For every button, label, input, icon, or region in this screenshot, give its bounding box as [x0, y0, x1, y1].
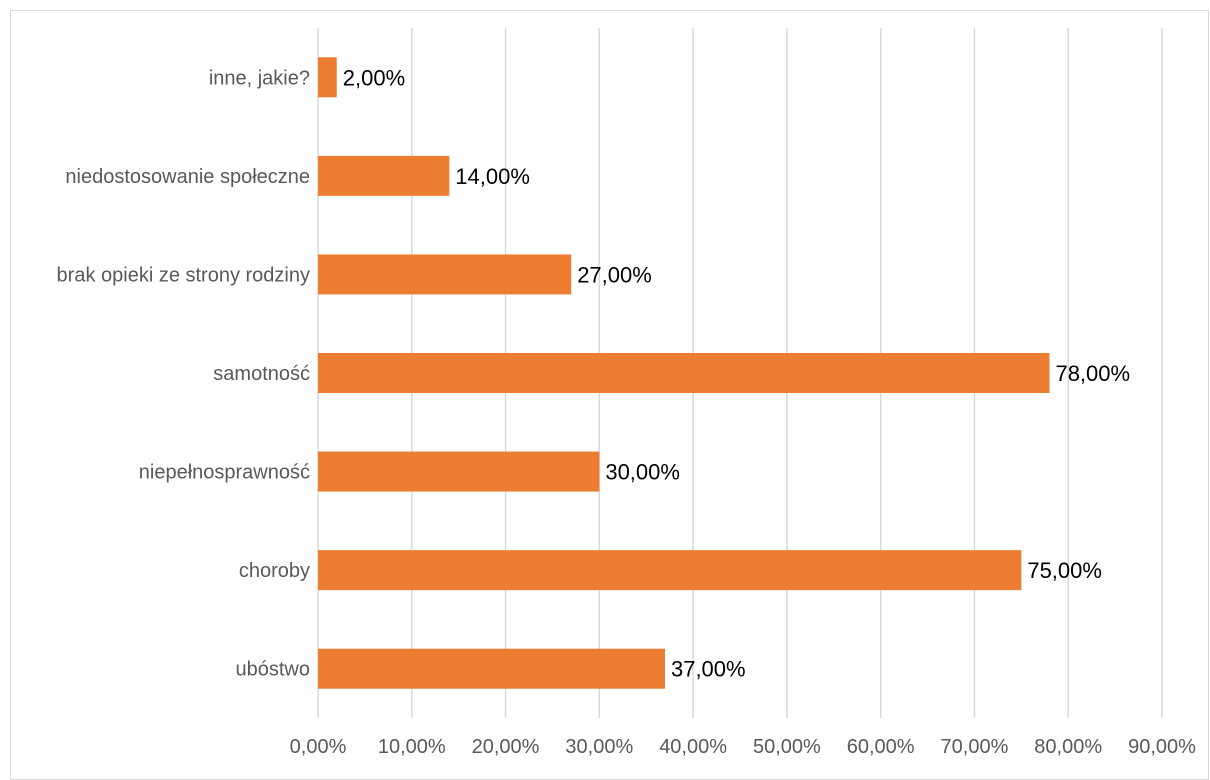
x-tick-labels: 0,00% 10,00% 20,00% 30,00% 40,00% 50,00% 60,00… [290, 736, 1196, 758]
category-label: inne, jakie? [209, 67, 310, 89]
data-label: 30,00% [605, 460, 680, 485]
gridlines [317, 28, 1163, 718]
data-label: 27,00% [577, 262, 652, 287]
bar [318, 451, 600, 492]
bar [318, 648, 665, 689]
x-tick-label: 20,00% [472, 736, 540, 758]
data-label: 78,00% [1055, 361, 1130, 386]
data-label: 2,00% [343, 65, 405, 90]
x-tick-label: 50,00% [753, 736, 821, 758]
bar [318, 550, 1022, 591]
x-tick-label: 10,00% [378, 736, 446, 758]
category-label: samotność [213, 363, 310, 385]
value-labels: 37,00% 75,00% 30,00% 78,00% 27,00% 14,00% 2,00… [343, 65, 1130, 681]
category-label: brak opieki ze strony rodziny [57, 264, 310, 286]
data-label: 14,00% [455, 164, 530, 189]
category-label: choroby [239, 560, 310, 582]
bar [318, 254, 572, 295]
bar [318, 155, 450, 196]
category-label: ubóstwo [236, 659, 311, 681]
bar [318, 57, 337, 98]
category-label: niepełnosprawność [139, 462, 310, 484]
category-labels: ubóstwo choroby niepełnosprawność samotność… [57, 67, 310, 680]
category-label: niedostosowanie społeczne [65, 166, 310, 188]
x-tick-label: 90,00% [1128, 736, 1196, 758]
x-tick-label: 60,00% [847, 736, 915, 758]
bar [318, 353, 1050, 393]
bars [318, 57, 1050, 689]
x-tick-label: 0,00% [290, 736, 347, 758]
data-label: 75,00% [1027, 558, 1102, 583]
data-label: 37,00% [671, 657, 746, 682]
x-tick-label: 80,00% [1034, 736, 1102, 758]
x-tick-label: 40,00% [659, 736, 727, 758]
x-tick-label: 30,00% [565, 736, 633, 758]
x-tick-label: 70,00% [941, 736, 1009, 758]
